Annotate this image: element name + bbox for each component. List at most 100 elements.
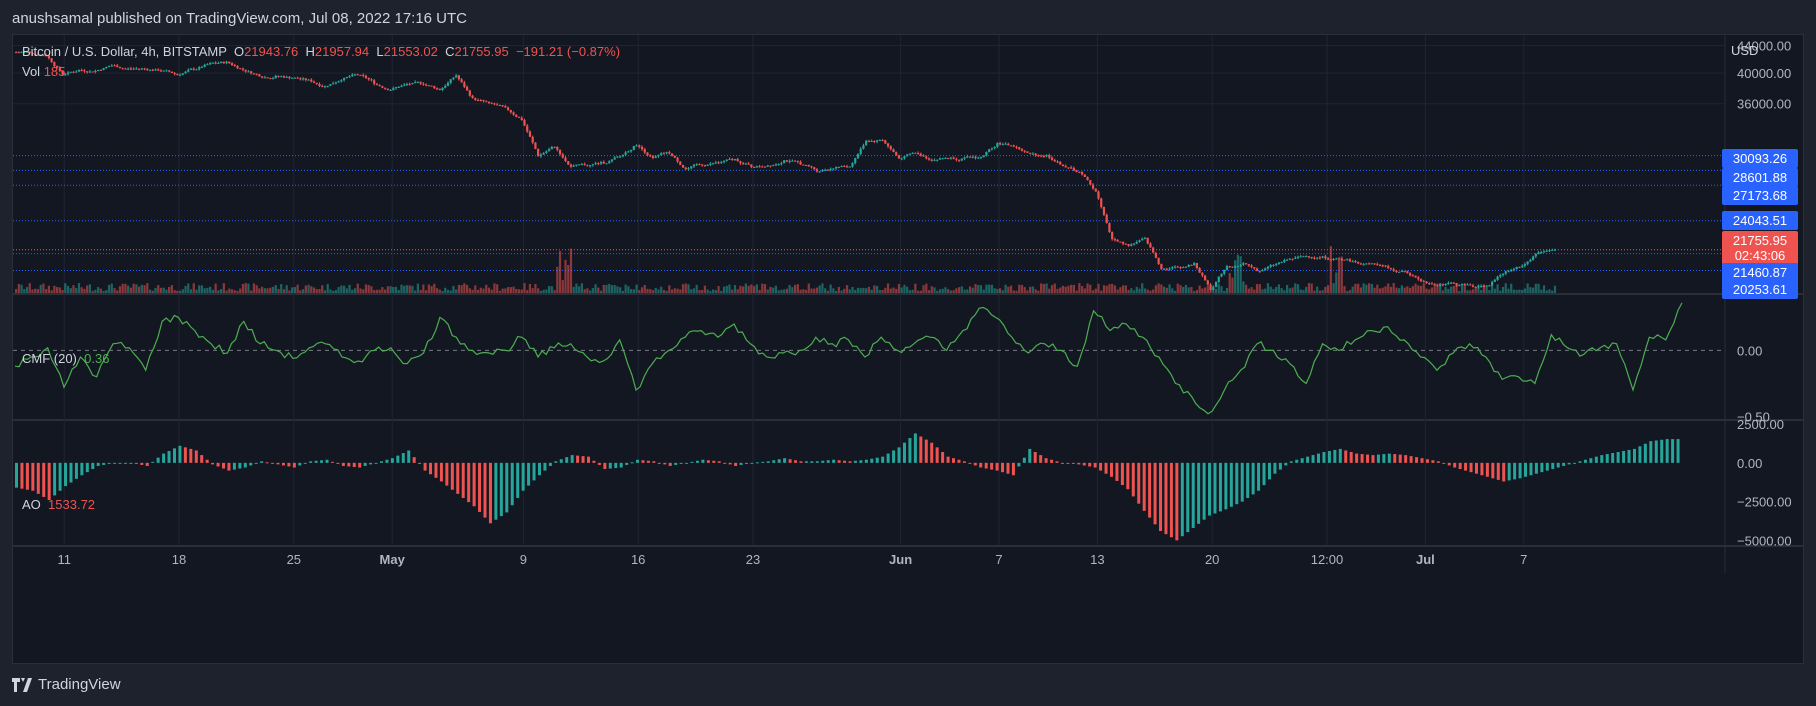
- ao-bar: [1317, 453, 1321, 463]
- candle-body: [498, 104, 501, 106]
- volume-bar: [1422, 283, 1425, 293]
- volume-bar: [933, 287, 936, 293]
- candle-body: [474, 98, 477, 100]
- candle-body: [941, 158, 944, 160]
- volume-bar: [1204, 287, 1207, 293]
- volume-bar: [1400, 285, 1403, 293]
- price-tag[interactable]: 27173.68: [1722, 186, 1798, 205]
- candle-body: [143, 68, 146, 70]
- volume-bar: [69, 288, 72, 293]
- candle-body: [1501, 273, 1505, 276]
- candle-body: [1447, 282, 1450, 284]
- ao-bar: [565, 457, 569, 463]
- ao-bar: [1638, 446, 1642, 463]
- time-axis-label: 7: [995, 552, 1002, 567]
- chart-canvas[interactable]: 44000.00 40000.00 36000.00 0.00 −0.502500.00…: [13, 35, 1803, 663]
- volume-bar: [1485, 286, 1488, 293]
- ao-bar: [1229, 462, 1233, 507]
- candle-body: [1553, 249, 1557, 251]
- candle-body: [938, 158, 942, 160]
- ao-bar: [1044, 458, 1048, 463]
- ao-bar: [750, 462, 754, 464]
- volume-bar: [261, 286, 264, 293]
- volume-bar: [788, 285, 791, 293]
- candle-body: [712, 163, 715, 165]
- chart-frame[interactable]: 44000.00 40000.00 36000.00 0.00 −0.50 2500.00…: [12, 34, 1804, 664]
- volume-bar: [1075, 290, 1078, 293]
- volume-bar: [993, 288, 996, 293]
- volume-bar: [1119, 287, 1122, 293]
- candle-body: [575, 164, 578, 166]
- candle-body: [1359, 263, 1362, 265]
- candle-body: [463, 82, 466, 87]
- volume-bar: [717, 286, 720, 293]
- price-tag[interactable]: 02:43:06: [1722, 246, 1798, 265]
- ao-bar: [783, 458, 787, 463]
- volume-bar: [755, 284, 758, 293]
- candle-body: [1001, 144, 1004, 146]
- ao-bar: [140, 462, 144, 465]
- candle-body: [452, 77, 455, 80]
- ao-bar: [1371, 455, 1375, 463]
- candle-body: [304, 78, 307, 80]
- candle-body: [1045, 155, 1048, 157]
- price-tag[interactable]: 20253.61: [1722, 280, 1798, 299]
- ao-bar: [826, 460, 830, 463]
- volume-bar: [1337, 259, 1341, 293]
- price-tag[interactable]: 28601.88: [1722, 168, 1798, 187]
- volume-bar: [1488, 290, 1491, 293]
- volume-bar: [1031, 286, 1034, 293]
- cmf-legend[interactable]: CMF (20) 0.36: [22, 351, 109, 366]
- volume-bar: [813, 288, 816, 293]
- symbol-title[interactable]: Bitcoin / U.S. Dollar, 4h, BITSTAMP: [22, 44, 227, 59]
- ao-bar: [1208, 462, 1212, 516]
- symbol-legend[interactable]: Bitcoin / U.S. Dollar, 4h, BITSTAMP O219…: [22, 44, 620, 59]
- ao-bar: [1551, 462, 1555, 470]
- ao-bar: [134, 462, 138, 464]
- price-tag[interactable]: 21460.87: [1722, 263, 1798, 282]
- ao-bar: [924, 439, 928, 463]
- volume-bar: [627, 286, 630, 293]
- candle-body: [608, 161, 611, 164]
- ao-bar: [281, 462, 285, 466]
- volume-bar: [1195, 289, 1198, 293]
- volume-bar: [386, 286, 389, 293]
- candle-body: [722, 160, 726, 163]
- candle-body: [121, 68, 124, 70]
- candle-body: [509, 109, 512, 113]
- candle-body: [515, 114, 518, 117]
- volume-bar: [340, 285, 343, 293]
- price-tag[interactable]: 24043.51: [1722, 211, 1798, 230]
- currency-label[interactable]: USD: [1731, 43, 1759, 58]
- price-tag[interactable]: 21755.95: [1722, 231, 1798, 250]
- volume-bar: [804, 289, 808, 293]
- volume-bar: [1184, 284, 1188, 293]
- volume-bar: [1029, 286, 1032, 293]
- volume-bar: [28, 283, 31, 293]
- ao-bar: [336, 462, 340, 464]
- volume-bar: [1108, 284, 1111, 293]
- candle-body: [1187, 264, 1190, 267]
- ao-legend[interactable]: AO 1533.72: [22, 497, 95, 512]
- candle-body: [1286, 259, 1289, 261]
- candle-body: [329, 84, 332, 86]
- volume-bar: [118, 286, 122, 293]
- volume-bar: [170, 285, 173, 293]
- ao-bar: [701, 459, 705, 463]
- volume-bar: [293, 287, 296, 293]
- volume-bar: [1149, 290, 1152, 293]
- high-value: 21957.94: [314, 44, 370, 59]
- candle-body: [214, 62, 217, 64]
- low-label: L: [376, 44, 384, 59]
- candle-body: [31, 52, 34, 55]
- ao-bar: [107, 462, 111, 464]
- candle-body: [829, 168, 832, 170]
- ao-bar: [211, 462, 215, 465]
- volume-legend[interactable]: Vol 185: [22, 64, 65, 79]
- volume-bar: [121, 283, 124, 293]
- volume-bar: [408, 285, 411, 293]
- candle-body: [742, 163, 745, 165]
- price-tag[interactable]: 30093.26: [1722, 149, 1798, 168]
- volume-bar: [1165, 287, 1168, 293]
- volume-bar: [1316, 286, 1319, 293]
